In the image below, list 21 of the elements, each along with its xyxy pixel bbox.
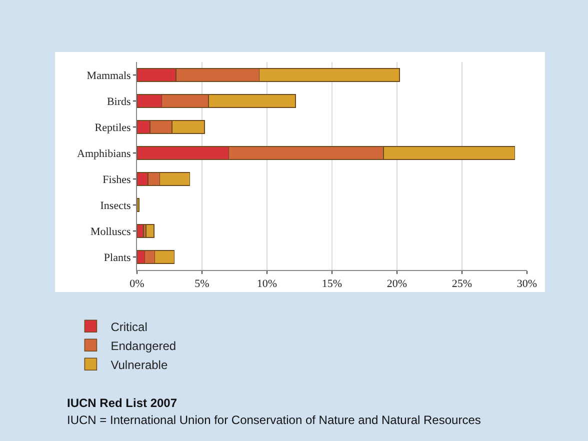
legend-label: Critical — [110, 320, 148, 334]
x-tick-label: 15% — [322, 278, 342, 290]
text: IUCN = International Union for Conservation of Nature and Natural Resources — [67, 413, 481, 427]
y-tick-label: Plants — [104, 252, 131, 264]
legend-label: Vulnerable — [110, 358, 168, 372]
y-tick-label: Birds — [106, 96, 131, 108]
x-tick-label: 20% — [386, 278, 408, 290]
y-tick-label: Reptiles — [94, 122, 131, 134]
x-tick-label: 30% — [516, 278, 538, 290]
x-tick-label: 5% — [194, 278, 210, 290]
legend-label: Endangered — [110, 338, 176, 353]
y-tick-label: Amphibians — [77, 148, 131, 160]
y-tick-label: Molluscs — [90, 226, 131, 238]
x-tick-label: 10% — [256, 278, 278, 290]
text: IUCN Red List 2007 — [67, 396, 178, 410]
y-tick-label: Fishes — [102, 174, 131, 186]
bar — [146, 224, 154, 238]
y-tick-label: Insects — [100, 200, 131, 212]
y-tick-label: Mammals — [86, 70, 131, 82]
x-tick-label: 0% — [130, 278, 144, 290]
x-tick-label: 25% — [452, 278, 472, 290]
